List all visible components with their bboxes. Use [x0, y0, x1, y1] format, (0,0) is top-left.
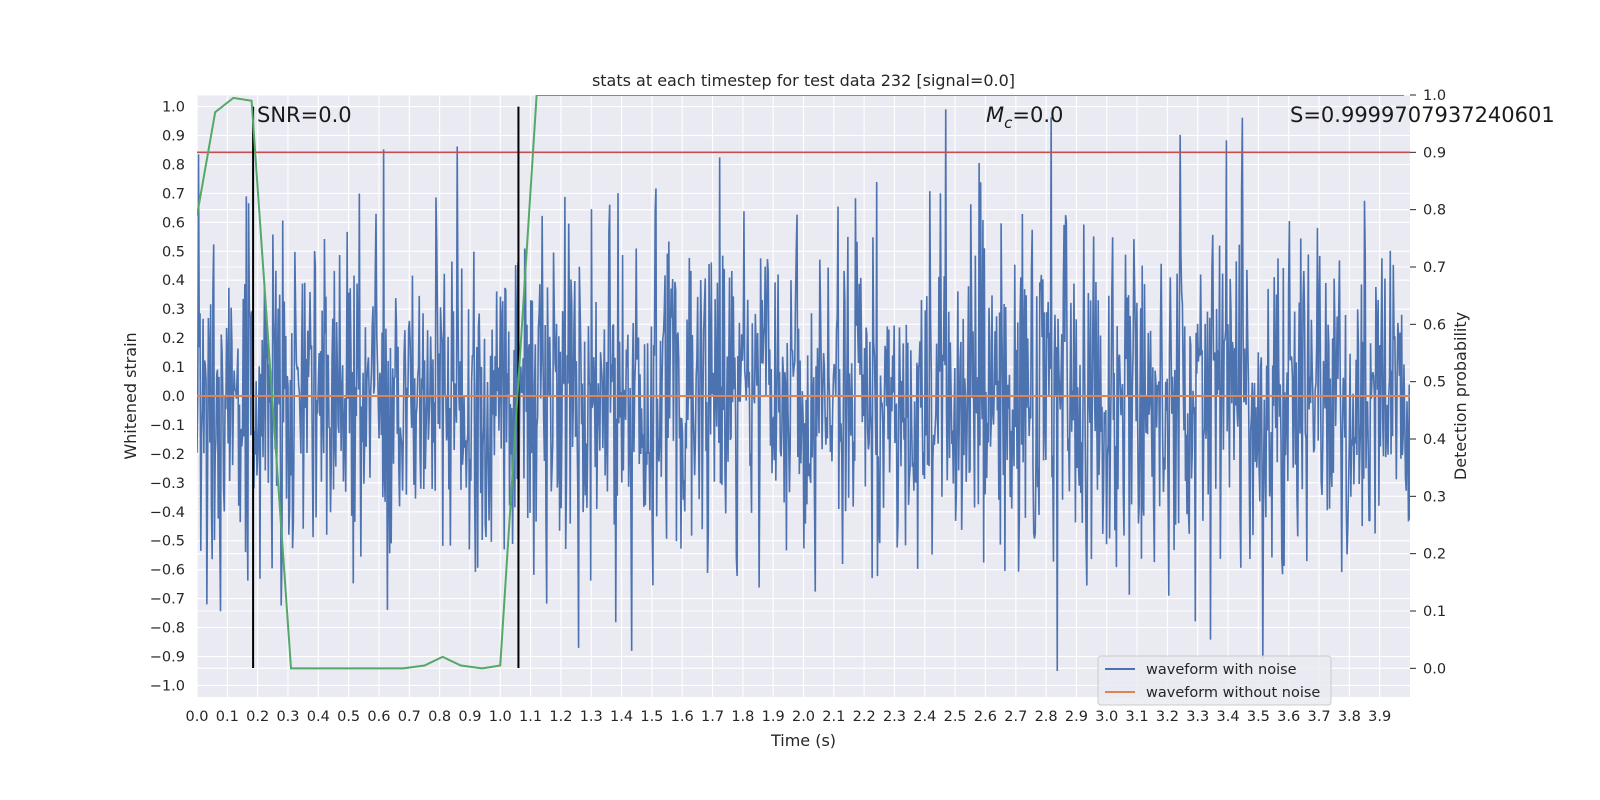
y-tick-label: 0.1 [162, 360, 185, 376]
y2-tick-label: 0.2 [1423, 547, 1446, 563]
y2-tick-label: 0.3 [1423, 489, 1446, 505]
y2-tick-label: 0.7 [1423, 260, 1446, 276]
y-tick-label: −0.1 [150, 418, 185, 434]
x-tick-label: 3.2 [1156, 709, 1179, 725]
x-tick-label: 1.9 [762, 709, 785, 725]
x-tick-label: 3.6 [1277, 709, 1300, 725]
x-tick-label: 2.9 [1065, 709, 1088, 725]
y2-tick-label: 0.1 [1423, 604, 1446, 620]
mc-sub: c [1004, 114, 1013, 132]
y2-tick-label: 0.5 [1423, 375, 1446, 391]
y-tick-label: 0.2 [162, 331, 185, 347]
x-tick-label: 2.0 [792, 709, 815, 725]
x-tick-label: 0.0 [185, 709, 208, 725]
x-tick-label: 0.5 [337, 709, 360, 725]
y-tick-label: 0.4 [162, 273, 185, 289]
y-tick-label: 0.0 [162, 389, 185, 405]
x-tick-label: 0.8 [428, 709, 451, 725]
y-tick-label: −0.8 [150, 621, 185, 637]
y-tick-label: −0.4 [150, 505, 185, 521]
y-tick-label: −0.2 [150, 447, 185, 463]
y2-tick-label: 0.8 [1423, 203, 1446, 219]
chart-title: stats at each timestep for test data 232… [592, 71, 1015, 90]
x-tick-label: 0.6 [367, 709, 390, 725]
ticks: 0.0 0.1 0.2 0.3 0.4 0.5 0.6 0.7 0.8 0.9 1.0 1.1 1.2 1… [150, 88, 1446, 725]
series-waveform-with-noise [197, 109, 1410, 671]
x-tick-label: 2.3 [883, 709, 906, 725]
x-tick-label: 1.7 [701, 709, 724, 725]
y2-axis-label: Detection probability [1451, 312, 1470, 480]
x-tick-label: 2.6 [974, 709, 997, 725]
waveform-with-noise-line [197, 109, 1410, 671]
x-tick-label: 3.1 [1126, 709, 1149, 725]
x-tick-label: 2.7 [1004, 709, 1027, 725]
x-tick-label: 1.3 [580, 709, 603, 725]
y-tick-label: 0.6 [162, 215, 185, 231]
series-overlay [197, 95, 1410, 670]
x-tick-label: 3.9 [1368, 709, 1391, 725]
x-tick-label: 1.4 [610, 709, 633, 725]
y-tick-label: −0.5 [150, 534, 185, 550]
x-axis-label: Time (s) [770, 731, 836, 750]
x-tick-label: 3.7 [1307, 709, 1330, 725]
x-tick-label: 1.0 [489, 709, 512, 725]
y-tick-label: 0.9 [162, 129, 185, 145]
legend-label-with-noise: waveform with noise [1146, 662, 1297, 678]
y-tick-label: 1.0 [162, 100, 185, 116]
x-tick-label: 3.5 [1247, 709, 1270, 725]
x-tick-label: 1.2 [549, 709, 572, 725]
y-tick-label: 0.5 [162, 244, 185, 260]
x-tick-label: 0.1 [216, 709, 239, 725]
x-tick-label: 0.4 [307, 709, 330, 725]
x-tick-label: 0.9 [458, 709, 481, 725]
x-tick-label: 2.1 [822, 709, 845, 725]
x-tick-label: 1.8 [731, 709, 754, 725]
x-tick-label: 1.6 [671, 709, 694, 725]
y2-tick-label: 0.0 [1423, 661, 1446, 677]
legend-box [1097, 655, 1332, 706]
detection-probability-line [197, 95, 1404, 670]
mc-annotation: Mc=0.0 [986, 103, 1063, 132]
x-tick-label: 1.1 [519, 709, 542, 725]
y2-tick-label: 1.0 [1423, 88, 1446, 104]
y-tick-label: 0.7 [162, 186, 185, 202]
legend-label-without-noise: waveform without noise [1146, 685, 1320, 701]
y-tick-label: 0.3 [162, 302, 185, 318]
y-axis-label: Whitened strain [121, 332, 140, 459]
x-tick-label: 3.0 [1095, 709, 1118, 725]
y-tick-label: −1.0 [150, 678, 185, 694]
x-tick-label: 3.8 [1338, 709, 1361, 725]
x-tick-label: 1.5 [640, 709, 663, 725]
legend: waveform with noise waveform without noi… [1097, 655, 1332, 706]
x-tick-label: 2.5 [944, 709, 967, 725]
x-tick-label: 0.3 [276, 709, 299, 725]
x-tick-label: 2.4 [913, 709, 936, 725]
mc-value: =0.0 [1012, 103, 1063, 127]
y-tick-label: −0.7 [150, 592, 185, 608]
x-tick-label: 0.7 [398, 709, 421, 725]
s-annotation: S=0.9999707937240601 [1290, 103, 1555, 127]
y-tick-label: −0.9 [150, 649, 185, 665]
x-tick-label: 2.8 [1035, 709, 1058, 725]
y2-tick-label: 0.4 [1423, 432, 1446, 448]
x-tick-label: 3.4 [1217, 709, 1240, 725]
mc-base: M [986, 103, 1004, 127]
y-tick-label: −0.3 [150, 476, 185, 492]
y2-tick-label: 0.6 [1423, 317, 1446, 333]
x-tick-label: 2.2 [853, 709, 876, 725]
y2-tick-label: 0.9 [1423, 145, 1446, 161]
y-tick-label: −0.6 [150, 563, 185, 579]
x-tick-label: 0.2 [246, 709, 269, 725]
y-tick-label: 0.8 [162, 157, 185, 173]
x-tick-label: 3.3 [1186, 709, 1209, 725]
snr-annotation: SNR=0.0 [257, 103, 352, 127]
